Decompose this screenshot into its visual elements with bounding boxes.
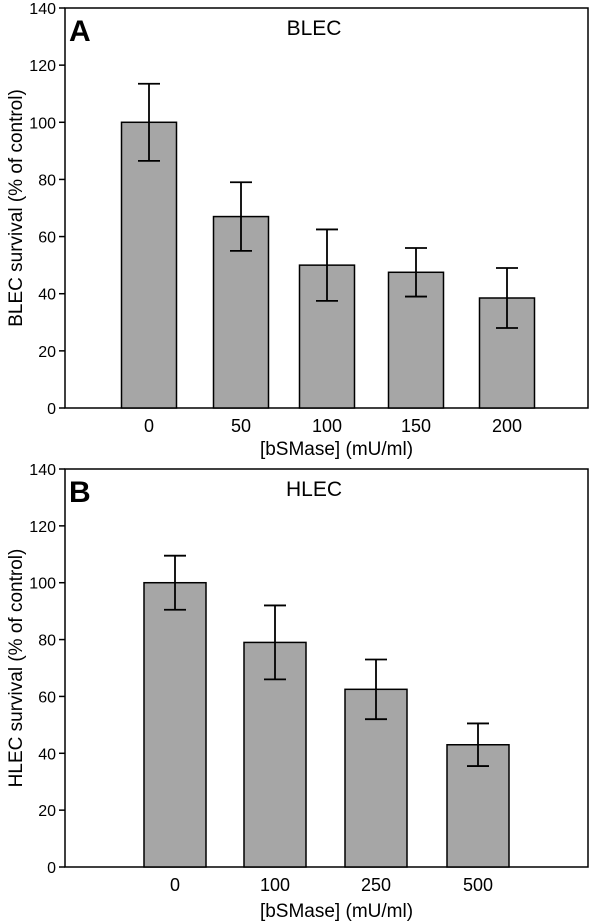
- x-tick-label: 150: [401, 416, 431, 436]
- x-tick-label: 50: [231, 416, 251, 436]
- panel-label: A: [69, 15, 91, 48]
- y-tick-label: 60: [38, 689, 56, 706]
- chart-title: HLEC: [286, 478, 342, 501]
- y-tick-label: 100: [29, 115, 56, 132]
- y-tick-label: 0: [47, 401, 56, 418]
- x-tick-label: 500: [463, 875, 493, 895]
- x-tick-label: 100: [312, 416, 342, 436]
- chart-panel-a: 0 20 40 60 80 100 120 140 0 50 100 150 200 A BLEC [bSMa…: [6, 1, 589, 460]
- x-tick-label: 250: [361, 875, 391, 895]
- y-axis-label: BLEC survival (% of control): [6, 89, 27, 327]
- chart-panel-b: 0 20 40 60 80 100 120 140 0 100 250 500 B HLEC [bSMase…: [6, 462, 589, 922]
- y-tick-label: 40: [38, 287, 56, 304]
- y-tick-label: 40: [38, 746, 56, 763]
- y-axis-label: HLEC survival (% of control): [6, 549, 27, 788]
- bar: [120, 121, 178, 409]
- x-tick-label: 200: [492, 416, 522, 436]
- x-axis-label: [bSMase] (mU/ml): [260, 439, 413, 460]
- y-tick-label: 80: [38, 633, 56, 650]
- y-tick-label: 120: [29, 58, 56, 75]
- y-tick-label: 20: [38, 344, 56, 361]
- y-tick-label: 0: [47, 860, 56, 877]
- plot-frame: [64, 468, 589, 868]
- panel-label: B: [69, 476, 91, 509]
- bar: [143, 581, 207, 868]
- y-tick-label: 100: [29, 576, 56, 593]
- y-tick-label: 140: [29, 1, 56, 18]
- x-axis-label: [bSMase] (mU/ml): [260, 901, 413, 922]
- y-tick-label: 20: [38, 803, 56, 820]
- y-tick-label: 60: [38, 230, 56, 247]
- y-tick-label: 120: [29, 519, 56, 536]
- chart-title: BLEC: [287, 17, 342, 40]
- x-tick-label: 0: [170, 875, 180, 895]
- x-tick-label: 0: [144, 416, 154, 436]
- y-tick-label: 80: [38, 172, 56, 189]
- y-tick-label: 140: [29, 462, 56, 479]
- x-tick-label: 100: [260, 875, 290, 895]
